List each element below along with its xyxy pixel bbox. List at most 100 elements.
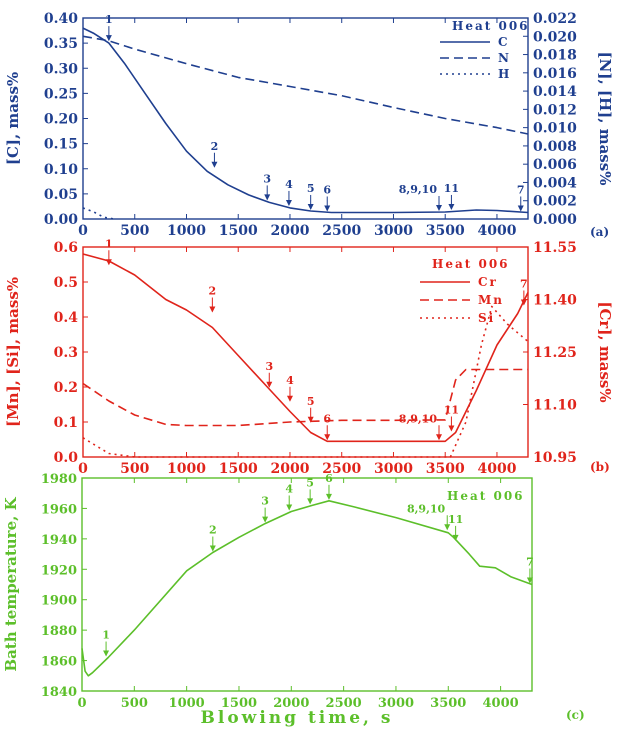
y-right-tick-label: 0.020	[533, 29, 577, 45]
series-line-si	[82, 305, 529, 458]
panel-c-chart: 0 500 1000 1500 2000 2500 3000 3500 4000 1840 1860…	[2, 472, 585, 728]
annotation-arrowhead	[526, 577, 533, 584]
annotation-label: 4	[285, 482, 293, 495]
annotation-label: 3	[265, 360, 273, 373]
annotation-arrowhead	[448, 203, 455, 210]
annotation-arrowhead	[211, 161, 218, 168]
annotation-arrowhead	[264, 194, 271, 201]
legend-title: Heat 006	[447, 489, 525, 503]
legend-label-h: H	[498, 67, 511, 81]
y-tick-label: 0.00	[44, 212, 78, 228]
annotation-arrowhead	[209, 545, 216, 552]
x-tick-label: 1000	[167, 461, 206, 477]
x-tick-label: 1000	[167, 223, 206, 239]
legend-label-mn: Mn	[478, 293, 504, 307]
y-tick-label: 0.20	[44, 112, 78, 128]
x-tick-label: 2000	[273, 696, 309, 711]
x-axis-label: Blowing time, s	[201, 708, 394, 728]
annotation-label: 5	[307, 395, 315, 408]
x-tick-label: 3500	[426, 223, 465, 239]
annotation-arrowhead	[448, 425, 455, 432]
x-tick-label: 500	[120, 223, 149, 239]
annotation-arrowhead	[103, 650, 110, 657]
annotation-label: 7	[520, 278, 528, 291]
annotation-label: 4	[285, 178, 293, 191]
y-right-tick-label: 0.002	[533, 194, 577, 210]
y-right-tick-label: 0.004	[533, 175, 577, 191]
annotation-label: 11	[444, 404, 459, 417]
series-line-c	[82, 27, 529, 214]
annotation-arrowhead	[105, 35, 112, 42]
y-tick-label: 0.0	[54, 450, 79, 466]
y-tick-label: 0.10	[44, 162, 78, 178]
x-tick-label: 2500	[326, 696, 362, 711]
annotation-label: 2	[211, 140, 219, 153]
annotation-arrowhead	[266, 381, 273, 388]
y-tick-label: 0.30	[44, 61, 78, 77]
annotation-label: 3	[261, 495, 269, 508]
annotation-arrowhead	[105, 259, 112, 266]
plot-frame	[81, 477, 533, 692]
x-tick-label: 1000	[169, 696, 205, 711]
panel-b-chart: 0 500 1000 1500 2000 2500 3000 3500 4000 0.0 0.1 0.…	[4, 237, 614, 477]
annotation-label: 7	[526, 556, 534, 569]
annotation-label: 3	[263, 172, 271, 185]
annotation-label: 1	[102, 629, 110, 642]
y-right-tick-label: 0.008	[533, 139, 577, 155]
y-tick-label: 0.3	[54, 345, 78, 361]
plot-frame	[82, 246, 529, 458]
annotation-label: 8,9,10	[399, 183, 438, 196]
x-tick-label: 500	[121, 696, 148, 711]
y-tick-label: 1880	[41, 624, 77, 639]
annotation-label: 8,9,10	[399, 412, 438, 425]
y-right-tick-label: 0.014	[533, 84, 577, 100]
x-tick-label: 500	[120, 461, 149, 477]
legend-title: Heat 006	[432, 257, 510, 271]
x-tick-label: 4000	[477, 223, 516, 239]
x-tick-label: 2000	[270, 223, 309, 239]
annotation-arrowhead	[452, 534, 459, 541]
annotation-arrowhead	[517, 205, 524, 212]
annotation-arrowhead	[436, 434, 442, 441]
y-right-axis-label: [Cr], mass%	[596, 301, 614, 402]
y-right-tick-label: 0.010	[533, 121, 577, 137]
y-right-tick-label: 0.012	[533, 102, 577, 118]
annotation-label: 6	[323, 412, 331, 425]
y-right-tick-label: 0.016	[533, 66, 577, 82]
annotation-label: 7	[517, 183, 525, 196]
x-tick-label: 2500	[322, 223, 361, 239]
y-right-tick-label: 11.10	[533, 398, 577, 414]
panel-a-chart: 0 500 1000 1500 2000 2500 3000 3500 4000 0.00 0.05…	[4, 11, 614, 239]
annotation-label: 5	[307, 182, 315, 195]
y-tick-label: 0.5	[54, 275, 78, 291]
annotation-label: 11	[448, 513, 463, 526]
x-tick-label: 4000	[477, 461, 516, 477]
y-tick-label: 0.1	[54, 415, 78, 431]
series-line-h	[82, 207, 115, 220]
annotation-label: 2	[209, 524, 217, 537]
y-tick-label: 0.05	[44, 187, 78, 203]
series-line-n	[82, 35, 529, 135]
x-tick-label: 3000	[378, 696, 414, 711]
series-line-mn	[82, 368, 528, 427]
annotation-label: 6	[323, 183, 331, 196]
x-tick-label: 1500	[221, 696, 257, 711]
y-tick-label: 0.35	[44, 36, 78, 52]
y-tick-label: 1860	[41, 655, 77, 670]
x-tick-label: 3500	[426, 461, 465, 477]
y-axis-label: [Mn], [Si], mass%	[4, 277, 22, 427]
y-tick-label: 1960	[41, 502, 77, 517]
x-tick-label: 1500	[219, 223, 258, 239]
annotation-arrowhead	[325, 493, 332, 500]
annotation-label: 5	[306, 476, 314, 489]
x-tick-label: 0	[78, 223, 88, 239]
annotation-arrowhead	[436, 204, 442, 211]
x-tick-label: 1500	[219, 461, 258, 477]
y-tick-label: 1900	[41, 594, 77, 609]
y-tick-label: 0.15	[44, 137, 78, 153]
series-line-cr	[82, 253, 529, 443]
annotation-label: 4	[286, 374, 294, 387]
annotation-label: 1	[105, 13, 113, 26]
y-right-tick-label: 0.018	[533, 48, 577, 64]
